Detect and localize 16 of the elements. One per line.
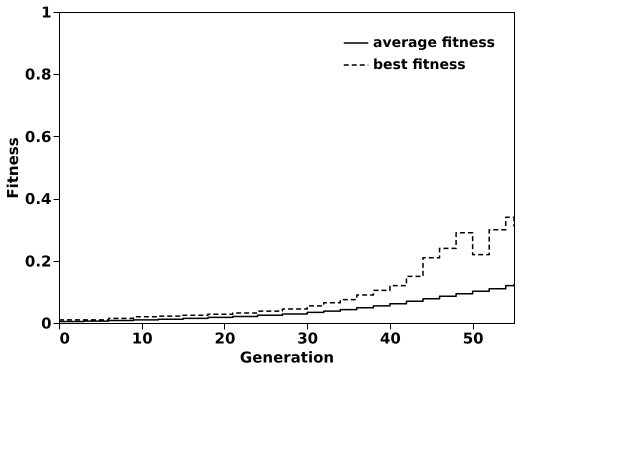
x-tick-label: 10 — [132, 330, 153, 348]
x-tick-label: 0 — [60, 330, 70, 348]
x-tick-label: 40 — [380, 330, 401, 348]
x-axis-title: Generation — [240, 348, 334, 366]
y-tick-label: 0.4 — [24, 190, 52, 208]
x-tick-label: 20 — [214, 330, 236, 348]
y-axis-title: Fitness — [4, 137, 22, 199]
legend-label: best fitness — [373, 57, 466, 73]
y-tick-label: 0 — [41, 314, 52, 332]
x-tick-label: 50 — [462, 330, 484, 348]
legend-label: average fitness — [373, 35, 496, 51]
y-tick-label: 0.6 — [24, 128, 52, 146]
y-tick-label: 0.2 — [24, 252, 52, 270]
y-tick-label: 1 — [41, 4, 52, 22]
y-tick-label: 0.8 — [24, 66, 52, 84]
x-tick-label: 30 — [297, 330, 318, 348]
